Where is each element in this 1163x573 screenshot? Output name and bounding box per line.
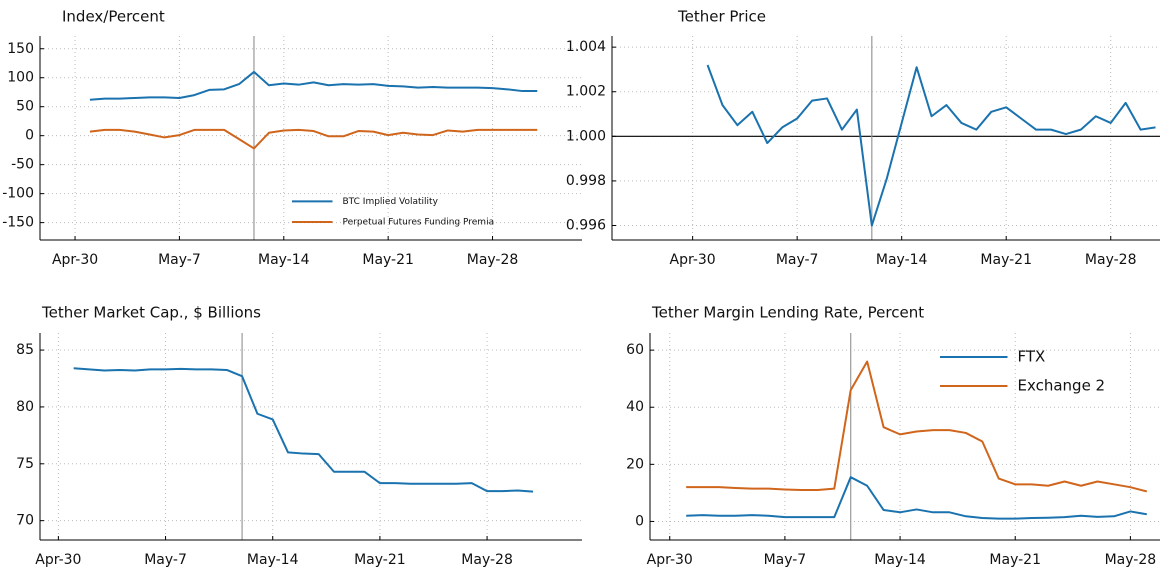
x-tick-label: May-14 (258, 252, 310, 268)
x-tick-label: Apr-30 (647, 552, 693, 568)
x-tick-label: Apr-30 (52, 252, 98, 268)
legend-label: Exchange 2 (1018, 377, 1106, 395)
y-tick-label: 20 (626, 456, 644, 472)
x-tick-label: May-21 (980, 252, 1032, 268)
x-tick-label: May-28 (1105, 552, 1157, 568)
y-tick-label: 0.996 (566, 218, 606, 234)
series-line (89, 128, 538, 150)
y-tick-label: 40 (626, 399, 644, 415)
y-tick-label: -150 (2, 215, 34, 231)
x-tick-label: Apr-30 (35, 552, 81, 568)
y-tick-label: -100 (2, 186, 34, 202)
y-tick-label: 75 (16, 456, 34, 472)
series-line (73, 367, 534, 493)
x-tick-label: May-21 (354, 552, 406, 568)
legend-label: Perpetual Futures Funding Premia (343, 218, 495, 228)
legend-label: FTX (1018, 348, 1046, 366)
x-tick-label: May-14 (876, 252, 928, 268)
y-tick-label: 0.998 (566, 173, 606, 189)
series-line (686, 360, 1148, 493)
y-tick-label: 0 (635, 513, 644, 529)
x-tick-label: May-14 (874, 552, 926, 568)
x-tick-label: May-7 (144, 552, 187, 568)
chart-title: Tether Margin Lending Rate, Percent (651, 304, 924, 322)
chart-title: Index/Percent (62, 8, 165, 26)
x-tick-label: May-14 (247, 552, 299, 568)
x-tick-label: May-28 (467, 252, 519, 268)
chart-title: Tether Market Cap., $ Billions (41, 304, 261, 322)
legend-label: BTC Implied Volatility (343, 197, 439, 207)
series-line (686, 476, 1148, 520)
y-tick-label: 80 (16, 399, 34, 415)
y-tick-label: 70 (16, 513, 34, 529)
x-tick-label: Apr-30 (670, 252, 716, 268)
x-tick-label: May-7 (158, 252, 201, 268)
x-tick-label: May-28 (1085, 252, 1137, 268)
y-tick-label: 1.002 (566, 84, 606, 100)
y-tick-label: -50 (11, 157, 34, 173)
y-tick-label: 60 (626, 342, 644, 358)
x-tick-label: May-21 (362, 252, 414, 268)
series-line (89, 70, 538, 101)
y-tick-label: 0 (25, 128, 34, 144)
y-tick-label: 1.004 (566, 39, 606, 55)
y-tick-label: 100 (7, 70, 34, 86)
y-tick-label: 1.000 (566, 128, 606, 144)
y-tick-label: 150 (7, 41, 34, 57)
x-tick-label: May-21 (989, 552, 1041, 568)
x-tick-label: May-7 (776, 252, 819, 268)
y-tick-label: 50 (16, 99, 34, 115)
chart-title: Tether Price (677, 8, 766, 26)
x-tick-label: May-28 (461, 552, 513, 568)
series-line (706, 64, 1156, 227)
y-tick-label: 85 (16, 342, 34, 358)
x-tick-label: May-7 (764, 552, 807, 568)
